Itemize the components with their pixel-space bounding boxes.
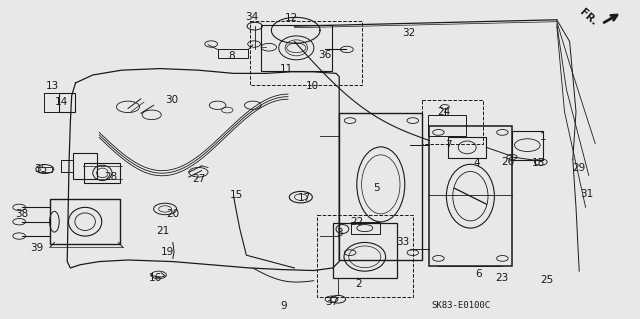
Text: 24: 24	[437, 107, 450, 117]
Bar	[512, 131, 543, 160]
Text: 25: 25	[541, 275, 554, 285]
Bar	[428, 115, 466, 136]
Bar	[333, 223, 397, 278]
Text: 22: 22	[351, 217, 364, 227]
Bar	[339, 113, 422, 260]
Text: 11: 11	[280, 63, 292, 74]
Text: FR.: FR.	[577, 7, 598, 27]
Bar	[261, 25, 332, 71]
Text: 34: 34	[245, 11, 258, 22]
Text: 13: 13	[46, 81, 59, 91]
Bar	[448, 137, 486, 158]
Text: 36: 36	[319, 50, 332, 60]
Bar	[73, 153, 97, 179]
Text: 14: 14	[55, 97, 68, 107]
Text: 37: 37	[325, 297, 338, 307]
Text: 38: 38	[15, 209, 28, 219]
Text: 30: 30	[165, 95, 178, 106]
Text: 9: 9	[280, 301, 287, 311]
Bar	[50, 199, 120, 244]
Text: 5: 5	[373, 183, 380, 193]
Text: 17: 17	[298, 193, 311, 203]
Bar	[38, 167, 52, 172]
Text: 28: 28	[104, 172, 117, 182]
Text: 21: 21	[157, 226, 170, 236]
Text: 10: 10	[306, 81, 319, 91]
Text: 3: 3	[336, 228, 342, 238]
Text: 6: 6	[476, 269, 482, 279]
Text: 31: 31	[580, 189, 593, 199]
Text: 27: 27	[192, 174, 205, 184]
Text: 39: 39	[31, 243, 44, 253]
Text: 8: 8	[228, 51, 235, 61]
Text: 19: 19	[161, 247, 174, 257]
Bar	[218, 49, 248, 58]
Text: 32: 32	[402, 28, 415, 39]
Bar	[84, 163, 120, 183]
Text: 1: 1	[540, 132, 546, 142]
Text: 26: 26	[501, 157, 514, 167]
Bar	[429, 126, 512, 266]
Text: SK83-E0100C: SK83-E0100C	[431, 301, 490, 310]
Text: 15: 15	[230, 189, 243, 200]
Text: 35: 35	[35, 164, 47, 174]
Bar	[250, 21, 362, 85]
Bar	[317, 215, 413, 297]
Bar	[351, 222, 380, 234]
Bar	[422, 100, 483, 144]
Text: 29: 29	[572, 163, 585, 174]
Text: 20: 20	[166, 209, 179, 219]
Text: 12: 12	[285, 12, 298, 23]
Text: 7: 7	[445, 140, 451, 150]
Text: 23: 23	[495, 273, 508, 283]
Text: 33: 33	[397, 237, 410, 248]
Text: 16: 16	[149, 272, 162, 283]
Text: 18: 18	[532, 158, 545, 168]
Text: 4: 4	[474, 158, 480, 168]
Bar	[59, 93, 75, 112]
Text: 2: 2	[355, 279, 362, 289]
